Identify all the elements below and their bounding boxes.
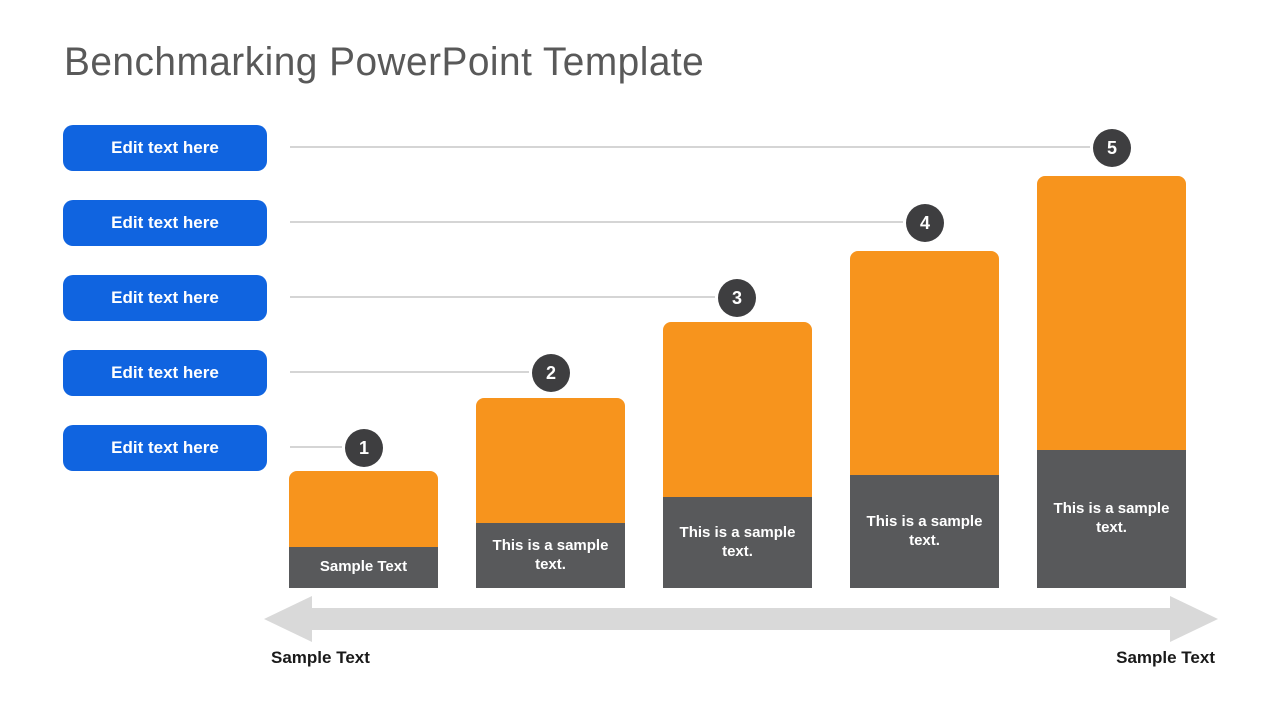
step-number-badge-1: 1 — [345, 429, 383, 467]
bar-gray-segment: Sample Text — [289, 547, 438, 588]
edit-text-button-4[interactable]: Edit text here — [63, 350, 267, 396]
bar-caption[interactable]: This is a sample text. — [679, 523, 796, 560]
bar-orange-segment — [289, 471, 438, 547]
bar-gray-segment: This is a sample text. — [476, 523, 625, 588]
edit-text-button-label: Edit text here — [111, 138, 219, 157]
connector-line-5 — [290, 446, 342, 448]
step-number: 4 — [919, 212, 930, 233]
axis-label-right: Sample Text — [1116, 648, 1215, 667]
timeline-double-arrow — [264, 596, 1218, 642]
step-number-badge-5: 5 — [1093, 129, 1131, 167]
benchmark-bar-4[interactable]: This is a sample text. — [850, 251, 999, 588]
benchmark-bar-5[interactable]: This is a sample text. — [1037, 176, 1186, 588]
bar-orange-segment — [1037, 176, 1186, 450]
edit-text-button-5[interactable]: Edit text here — [63, 425, 267, 471]
bar-gray-segment: This is a sample text. — [850, 475, 999, 588]
step-number-badge-4: 4 — [906, 204, 944, 242]
benchmark-bar-2[interactable]: This is a sample text. — [476, 398, 625, 588]
bar-orange-segment — [476, 398, 625, 523]
benchmark-bar-3[interactable]: This is a sample text. — [663, 322, 812, 588]
connector-line-3 — [290, 296, 715, 298]
bar-caption[interactable]: This is a sample text. — [1053, 500, 1170, 536]
bar-caption[interactable]: Sample Text — [319, 558, 408, 576]
benchmark-bar-1[interactable]: Sample Text — [289, 471, 438, 588]
step-number-badge-2: 2 — [532, 354, 570, 392]
bar-orange-segment — [850, 251, 999, 475]
bar-orange-segment — [663, 322, 812, 497]
connector-line-1 — [290, 146, 1090, 148]
bar-caption[interactable]: This is a sample text. — [492, 536, 609, 573]
step-number: 2 — [545, 362, 556, 383]
edit-text-button-label: Edit text here — [111, 288, 219, 307]
edit-text-button-3[interactable]: Edit text here — [63, 275, 267, 321]
bar-caption[interactable]: This is a sample text. — [866, 512, 983, 549]
edit-text-button-1[interactable]: Edit text here — [63, 125, 267, 171]
step-number: 1 — [358, 437, 369, 458]
edit-text-button-label: Edit text here — [111, 438, 219, 457]
bar-gray-segment: This is a sample text. — [663, 497, 812, 588]
step-number: 5 — [1106, 137, 1117, 158]
connector-line-4 — [290, 371, 529, 373]
edit-text-button-2[interactable]: Edit text here — [63, 200, 267, 246]
bar-gray-segment: This is a sample text. — [1037, 450, 1186, 588]
step-number-badge-3: 3 — [718, 279, 756, 317]
axis-label-left: Sample Text — [271, 648, 370, 667]
slide-title: Benchmarking PowerPoint Template — [64, 40, 705, 84]
edit-text-button-label: Edit text here — [111, 363, 219, 382]
connector-line-2 — [290, 221, 903, 223]
step-number: 3 — [731, 287, 742, 308]
edit-text-button-label: Edit text here — [111, 213, 219, 232]
